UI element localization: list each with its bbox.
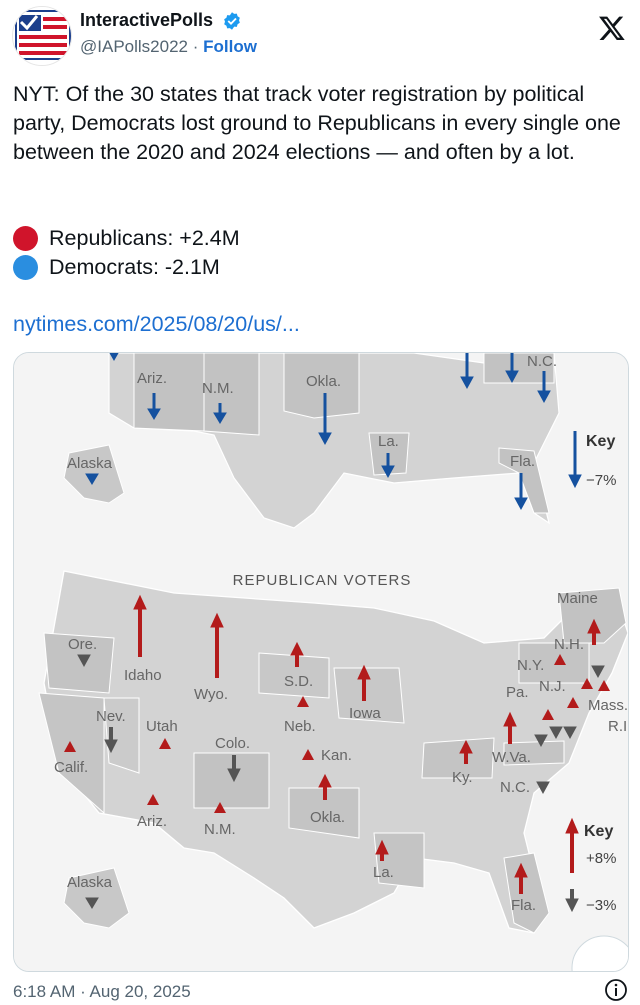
label-ky: Ky. <box>452 769 473 786</box>
timestamp[interactable]: 6:18 AM · Aug 20, 2025 <box>13 982 191 1001</box>
label-la: La. <box>373 864 394 881</box>
top-blue-arrows <box>85 353 582 511</box>
label-pa: Pa. <box>506 684 529 701</box>
label-neb: Neb. <box>284 718 316 735</box>
top-label-okla: Okla. <box>306 373 341 390</box>
x-logo-icon[interactable] <box>598 14 626 42</box>
label-utah: Utah <box>146 718 178 735</box>
stat-democrats-text: Democrats: -2.1M <box>49 255 220 279</box>
label-nc: N.C. <box>500 779 530 796</box>
label-calif: Calif. <box>54 759 88 776</box>
label-ariz: Ariz. <box>137 813 167 830</box>
label-kan: Kan. <box>321 747 352 764</box>
top-label-alaska: Alaska <box>67 455 113 472</box>
label-fla: Fla. <box>511 897 536 914</box>
label-maine: Maine <box>557 590 598 607</box>
label-sd: S.D. <box>284 673 313 690</box>
label-ri: R.I. <box>608 718 629 735</box>
top-label-ariz: Ariz. <box>137 370 167 387</box>
label-nev: Nev. <box>96 708 126 725</box>
bottom-key-title: Key <box>584 823 613 840</box>
follow-button[interactable]: Follow <box>203 37 257 56</box>
gray-declines <box>77 654 605 913</box>
display-name[interactable]: InteractivePolls <box>80 10 214 30</box>
top-label-nm: N.M. <box>202 380 234 397</box>
account-names: InteractivePolls @IAPolls2022 · Follow <box>80 10 257 57</box>
label-nm: N.M. <box>204 821 236 838</box>
top-label-fla: Fla. <box>510 453 535 470</box>
label-nj: N.J. <box>539 678 566 695</box>
top-key-title: Key <box>586 433 615 450</box>
label-wva: W.Va. <box>492 749 531 766</box>
top-label-la: La. <box>378 433 399 450</box>
label-mass: Mass. <box>588 697 628 714</box>
ballot-check-flag-icon <box>13 7 71 65</box>
bottom-map: REPUBLICAN VOTERS Maine N.H. N.Y. N.J. P… <box>38 570 629 972</box>
media-overlay-button[interactable] <box>571 935 629 972</box>
bottom-key-down: −3% <box>586 897 616 914</box>
tweet-text: NYT: Of the 30 states that track voter r… <box>13 82 621 164</box>
label-colo: Colo. <box>215 735 250 752</box>
handle[interactable]: @IAPolls2022 <box>80 37 188 56</box>
label-ore: Ore. <box>68 636 97 653</box>
stats: Republicans: +2.4M Democrats: -2.1M <box>13 224 240 282</box>
label-ny: N.Y. <box>517 657 544 674</box>
separator: · <box>192 37 199 56</box>
bottom-map-title: REPUBLICAN VOTERS <box>233 572 412 589</box>
article-link[interactable]: nytimes.com/2025/08/20/us/... <box>13 312 300 336</box>
label-iowa: Iowa <box>349 705 381 722</box>
tweet-header: InteractivePolls @IAPolls2022 · Follow <box>0 0 640 72</box>
registration-maps: Ariz. N.M. Okla. N.C. La. Alaska Fla. Ke… <box>14 353 629 972</box>
stat-republicans-text: Republicans: +2.4M <box>49 226 240 250</box>
label-idaho: Idaho <box>124 667 162 684</box>
verified-badge-icon <box>223 11 240 30</box>
top-map: Ariz. N.M. Okla. N.C. La. Alaska Fla. Ke… <box>63 353 616 529</box>
map-image[interactable]: Ariz. N.M. Okla. N.C. La. Alaska Fla. Ke… <box>13 352 629 972</box>
blue-circle-icon <box>13 255 38 280</box>
stat-republicans: Republicans: +2.4M <box>13 224 240 253</box>
label-nh: N.H. <box>554 636 584 653</box>
red-up-arrows <box>133 594 601 894</box>
avatar[interactable] <box>12 6 72 66</box>
bottom-key-up: +8% <box>586 850 616 867</box>
stat-democrats: Democrats: -2.1M <box>13 253 240 282</box>
top-label-nc: N.C. <box>527 353 557 370</box>
info-icon[interactable] <box>604 978 628 1002</box>
label-alaska: Alaska <box>67 874 113 891</box>
red-circle-icon <box>13 226 38 251</box>
label-wyo: Wyo. <box>194 686 228 703</box>
red-triangles <box>64 654 610 813</box>
bottom-state-labels: Maine N.H. N.Y. N.J. Pa. Mass. R.I. Ore.… <box>54 590 629 914</box>
label-okla: Okla. <box>310 809 345 826</box>
top-key-value: −7% <box>586 472 616 489</box>
